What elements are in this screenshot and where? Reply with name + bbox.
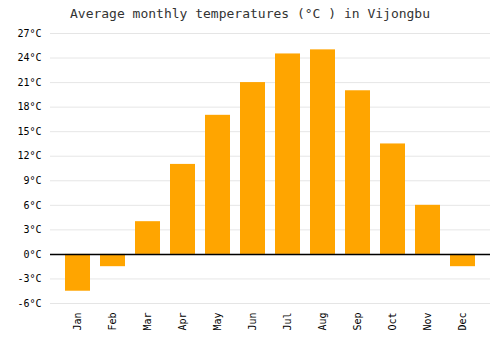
svg-text:6°C: 6°C	[23, 200, 41, 211]
svg-text:-6°C: -6°C	[17, 298, 41, 309]
svg-text:18°C: 18°C	[17, 101, 41, 112]
svg-text:Nov: Nov	[422, 313, 433, 331]
svg-text:27°C: 27°C	[17, 28, 41, 39]
html-text:Average monthly temperatures (: Average monthly temperatures (°C ) in Vi…	[70, 6, 430, 21]
svg-text:Apr: Apr	[177, 313, 188, 331]
svg-text:9°C: 9°C	[23, 175, 41, 186]
svg-text:Jun: Jun	[247, 313, 258, 331]
svg-text:Aug: Aug	[317, 313, 328, 331]
svg-text:12°C: 12°C	[17, 150, 41, 161]
svg-text:Mar: Mar	[142, 313, 153, 331]
svg-text:21°C: 21°C	[17, 77, 41, 88]
svg-text:Jul: Jul	[282, 313, 293, 331]
svg-text:0°C: 0°C	[23, 249, 41, 260]
svg-text:24°C: 24°C	[17, 52, 41, 63]
svg-text:-3°C: -3°C	[17, 273, 41, 284]
svg-text:Sep: Sep	[352, 313, 363, 331]
svg-text:Dec: Dec	[457, 313, 468, 331]
svg-text:15°C: 15°C	[17, 126, 41, 137]
svg-text:Jan: Jan	[72, 313, 83, 331]
svg-text:May: May	[212, 313, 223, 331]
svg-text:Feb: Feb	[107, 313, 118, 331]
svg-text:Oct: Oct	[387, 313, 398, 331]
svg-text:3°C: 3°C	[23, 224, 41, 235]
